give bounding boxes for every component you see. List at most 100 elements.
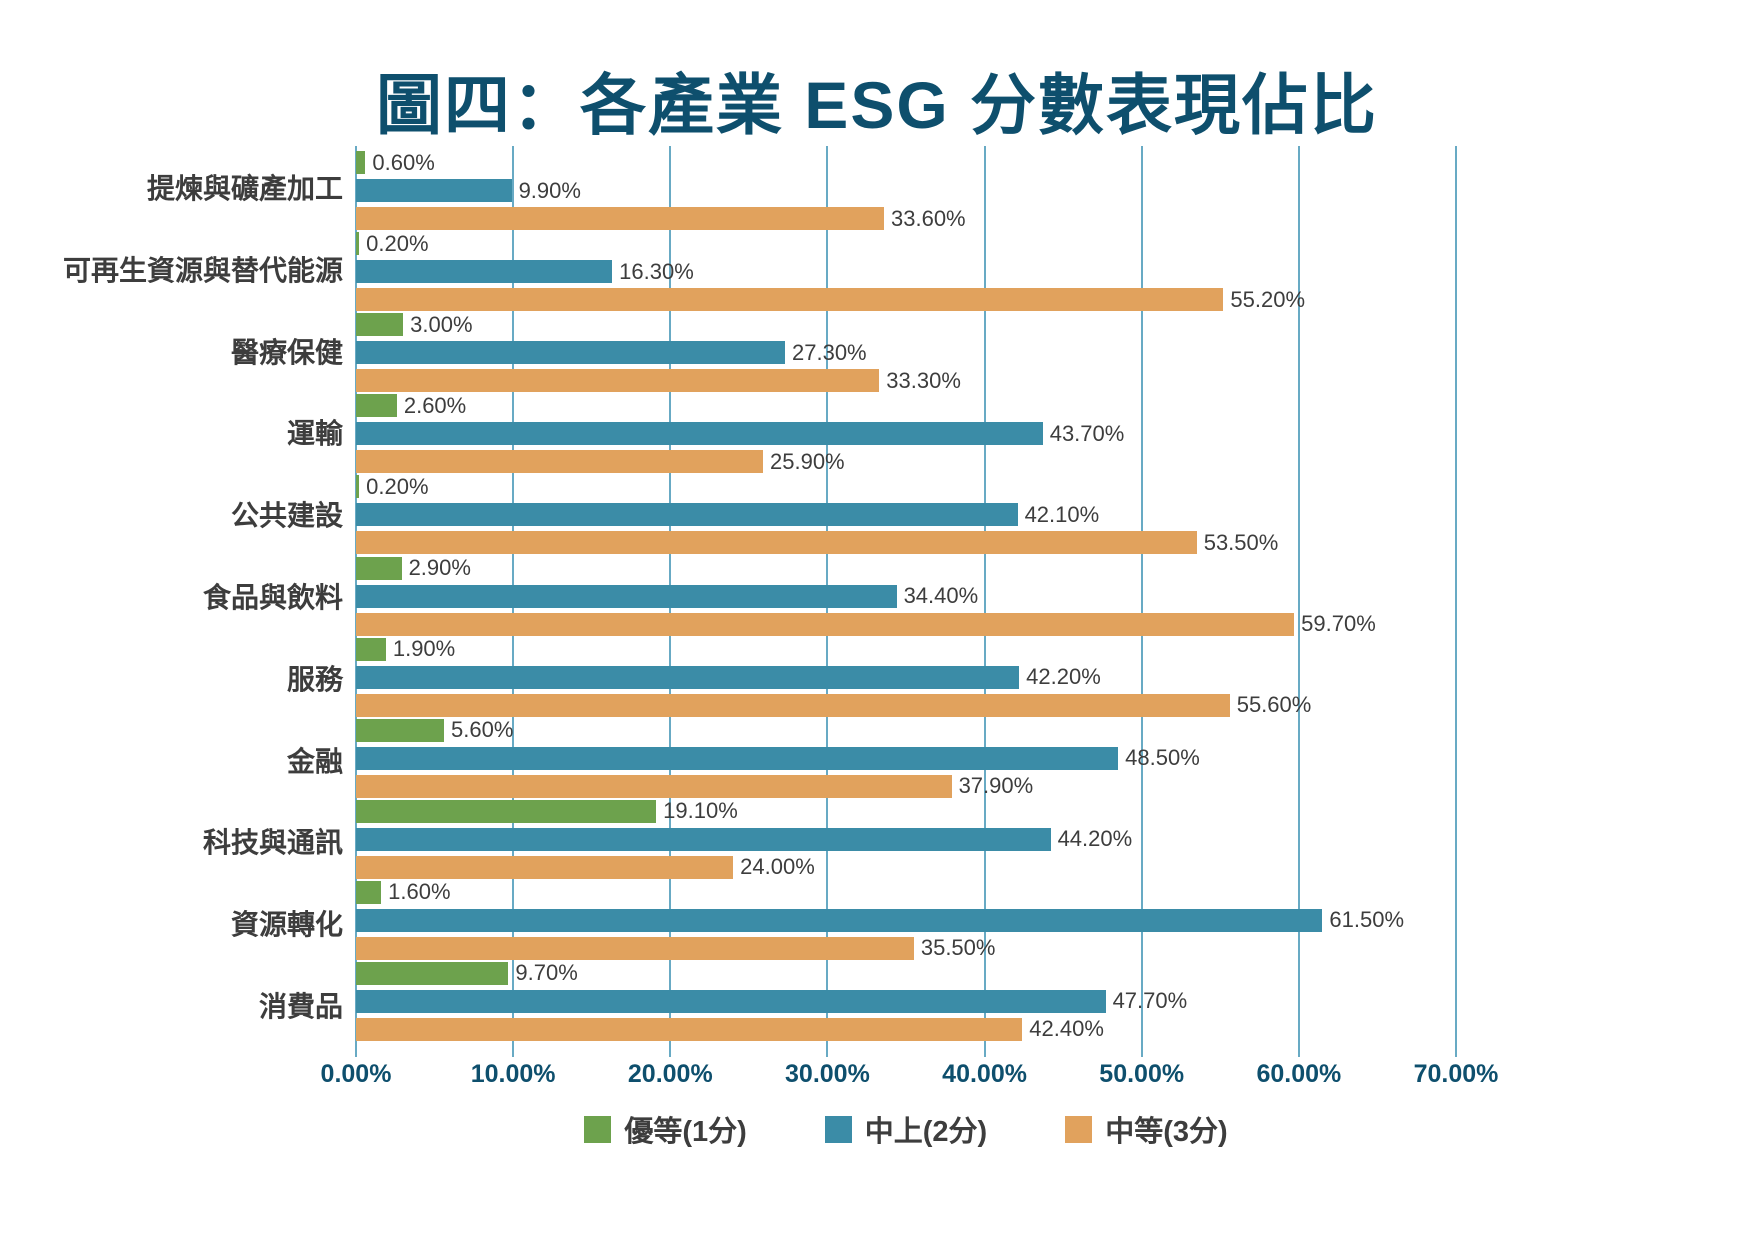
bar-中上(2分) [356, 260, 613, 284]
bar-row: 25.90% [356, 449, 1456, 474]
bar-group: 1.90% 42.20% 55.60% [356, 636, 1456, 718]
value-label: 42.40% [1029, 1016, 1104, 1042]
axis-tick-mark [1455, 1046, 1457, 1057]
value-label: 27.30% [792, 339, 867, 365]
bar-group: 2.90% 34.40% 59.70% [356, 555, 1456, 636]
bar-中等(3分) [356, 936, 914, 960]
value-label: 0.60% [372, 149, 435, 175]
value-label: 19.10% [663, 798, 738, 824]
bar-中上(2分) [356, 989, 1106, 1013]
bar-row: 34.40% [356, 583, 1456, 609]
bar-中等(3分) [356, 693, 1230, 717]
bar-中等(3分) [356, 774, 952, 798]
bar-中上(2分) [356, 908, 1323, 932]
bar-chart: 提煉與礦產加工 可再生資源與替代能源 醫療保健 運輸 公共建設 食品與飲料 服務 金融 科技與通… [38, 138, 1754, 1150]
bar-優等(1分) [356, 961, 509, 985]
bar-row: 16.30% [356, 258, 1456, 284]
x-axis-tick-label: 60.00% [1256, 1060, 1342, 1088]
value-label: 5.60% [451, 717, 514, 743]
bar-group: 5.60% 48.50% 37.90% [356, 717, 1456, 799]
value-label: 33.60% [891, 205, 966, 231]
x-axis-tick-label: 20.00% [627, 1060, 713, 1088]
bar-優等(1分) [356, 475, 360, 499]
value-label: 55.60% [1236, 692, 1312, 718]
bar-優等(1分) [356, 232, 360, 256]
bar-中上(2分) [356, 341, 785, 365]
bar-row: 0.60% [356, 149, 1456, 175]
bar-中上(2分) [356, 665, 1020, 689]
x-axis-tick-label: 10.00% [470, 1060, 556, 1088]
bar-優等(1分) [356, 718, 444, 742]
value-label: 43.70% [1049, 420, 1125, 446]
category-label: 可再生資源與替代能源 [62, 254, 343, 286]
value-label: 42.10% [1024, 501, 1100, 527]
bar-中上(2分) [356, 746, 1119, 770]
gridline [983, 146, 986, 1046]
value-label: 2.60% [403, 392, 467, 418]
value-label: 16.30% [619, 258, 694, 284]
bar-中等(3分) [356, 612, 1295, 636]
value-label: 0.20% [366, 473, 429, 499]
bar-row: 33.30% [356, 367, 1456, 393]
bar-中上(2分) [356, 179, 512, 203]
bar-group: 19.10% 44.20% 24.00% [356, 798, 1456, 880]
bar-row: 24.00% [356, 854, 1456, 880]
value-label: 47.70% [1112, 988, 1188, 1014]
category-label: 提煉與礦產加工 [146, 172, 343, 204]
legend: 優等(1分) 中上(2分) 中等(3分) [356, 1108, 1456, 1150]
bar-row: 3.00% [356, 312, 1456, 337]
bar-row: 43.70% [356, 420, 1456, 446]
value-label: 34.40% [903, 583, 979, 609]
bar-row: 55.20% [356, 287, 1456, 312]
bar-group: 2.60% 43.70% 25.90% [356, 393, 1456, 474]
bar-中等(3分) [356, 288, 1224, 312]
legend-item-middle: 中等(3分) [1065, 1108, 1228, 1150]
bar-row: 2.60% [356, 392, 1456, 418]
category-label: 食品與飲料 [202, 581, 343, 613]
bar-row: 47.70% [356, 988, 1456, 1014]
category-label: 醫療保健 [230, 336, 343, 368]
bar-row: 42.40% [356, 1016, 1456, 1042]
axis-tick-mark [983, 1046, 986, 1057]
bar-row: 61.50% [356, 907, 1456, 933]
bar-中等(3分) [356, 855, 734, 879]
category-label: 資源轉化 [230, 909, 343, 941]
value-label: 44.20% [1057, 826, 1133, 852]
bar-row: 55.60% [356, 692, 1456, 718]
bar-row: 42.20% [356, 664, 1456, 690]
bar-中等(3分) [356, 1017, 1023, 1041]
bar-group: 3.00% 27.30% 33.30% [356, 312, 1456, 393]
x-axis-tick-label: 50.00% [1099, 1060, 1185, 1088]
legend-label: 中等(3分) [1105, 1116, 1228, 1148]
legend-swatch-green [584, 1115, 612, 1143]
value-label: 24.00% [740, 854, 815, 880]
value-label: 61.50% [1329, 907, 1405, 933]
axis-tick-mark [826, 1046, 829, 1057]
bar-row: 35.50% [356, 935, 1456, 960]
bar-中上(2分) [356, 584, 897, 608]
axis-tick-mark [669, 1046, 672, 1057]
value-label: 0.20% [366, 230, 429, 256]
bar-row: 0.20% [356, 473, 1456, 499]
value-label: 48.50% [1125, 745, 1200, 771]
category-label: 運輸 [286, 418, 343, 450]
bar-中等(3分) [356, 531, 1197, 555]
bar-row: 53.50% [356, 530, 1456, 555]
gridline [1297, 146, 1300, 1046]
value-label: 33.30% [886, 367, 961, 393]
bar-row: 42.10% [356, 501, 1456, 527]
bar-row: 1.90% [356, 636, 1456, 662]
bar-row: 48.50% [356, 745, 1456, 771]
x-axis-tick-label: 40.00% [942, 1060, 1027, 1088]
gridline [1455, 146, 1457, 1046]
value-label: 42.20% [1026, 664, 1101, 690]
category-labels: 提煉與礦產加工 可再生資源與替代能源 醫療保健 運輸 公共建設 食品與飲料 服務 金融 科技與通… [38, 146, 356, 1046]
bar-row: 9.70% [356, 960, 1456, 986]
bar-中上(2分) [356, 422, 1043, 446]
bar-row: 19.10% [356, 798, 1456, 824]
value-label: 1.90% [392, 636, 456, 662]
value-label: 9.70% [515, 960, 578, 986]
bar-優等(1分) [356, 799, 657, 823]
bar-中等(3分) [356, 450, 763, 474]
gridline [1140, 146, 1143, 1046]
